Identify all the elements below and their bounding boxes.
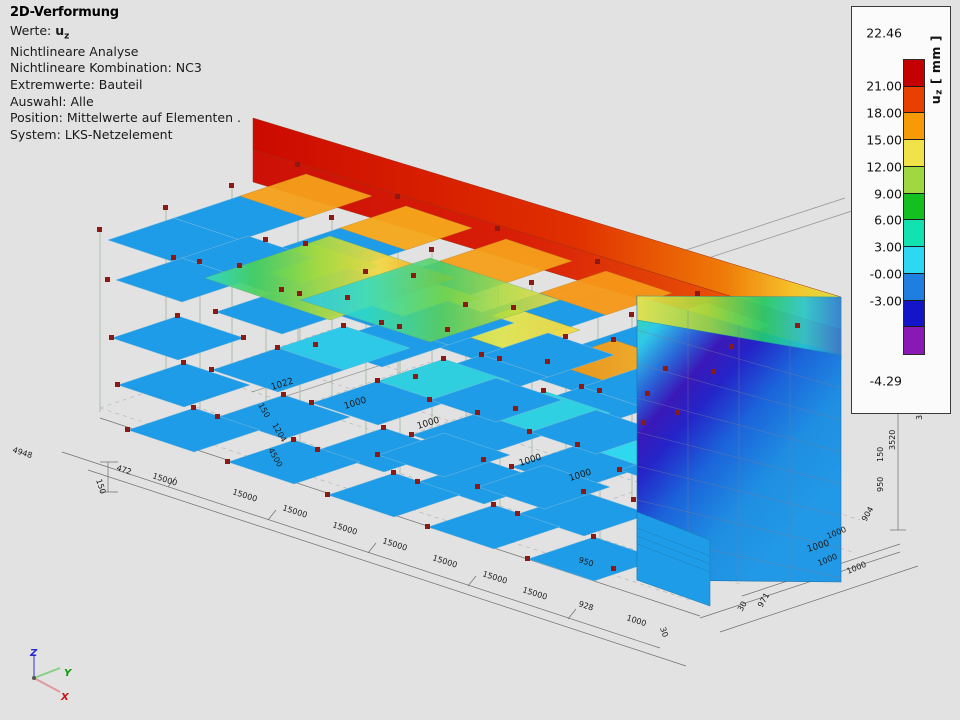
svg-text:971: 971 — [756, 591, 771, 609]
axis-triad: Z Y X — [20, 648, 90, 712]
axis-label-z: Z — [30, 648, 38, 659]
legend-tick-7: 3.00 — [874, 239, 902, 255]
svg-text:1000: 1000 — [625, 613, 647, 628]
mid-deformation-strip — [204, 235, 561, 343]
colour-scale-legend[interactable]: 22.46 21.00 18.00 15.00 12.00 9.00 6.00 3.00 -0.… — [851, 6, 951, 414]
legend-unit-label: uz [ mm ] — [928, 35, 945, 105]
legend-band-3 — [904, 140, 924, 167]
info-row-analyse: Nichtlineare Analyse — [10, 44, 241, 61]
info-row-position: Position: Mittelwerte auf Elementen . — [10, 110, 241, 127]
svg-text:15000: 15000 — [381, 536, 408, 552]
svg-text:15000: 15000 — [231, 487, 258, 503]
legend-band-4 — [904, 166, 924, 194]
svg-text:950: 950 — [876, 477, 885, 492]
legend-tick-0: 22.46 — [866, 25, 902, 41]
svg-text:4948: 4948 — [11, 445, 33, 460]
legend-tick-1: 21.00 — [866, 78, 902, 94]
legend-tick-3: 15.00 — [866, 132, 902, 148]
result-info-block: 2D-Verformung Werte: uz Nichtlineare Ana… — [10, 4, 241, 144]
svg-text:30: 30 — [658, 626, 670, 638]
info-row-kombination: Nichtlineare Kombination: NC3 — [10, 60, 241, 77]
svg-text:15000: 15000 — [521, 585, 548, 601]
axis-label-x: X — [61, 692, 69, 703]
svg-text:15000: 15000 — [281, 503, 308, 519]
legend-band-8 — [904, 273, 924, 301]
info-key-werte: Werte: — [10, 23, 52, 39]
legend-band-6 — [904, 220, 924, 248]
info-key-analyse: Nichtlineare Analyse — [10, 43, 139, 59]
svg-text:15000: 15000 — [481, 569, 508, 585]
info-value-system: LKS-Netzelement — [64, 126, 173, 142]
info-key-position: Position: — [10, 110, 63, 126]
svg-text:150: 150 — [876, 447, 885, 462]
svg-text:15000: 15000 — [431, 553, 458, 569]
legend-band-0 — [904, 60, 924, 87]
svg-text:150: 150 — [94, 478, 107, 495]
axis-label-y: Y — [64, 668, 72, 679]
legend-band-9 — [904, 300, 924, 328]
info-value-uz: uz — [55, 23, 70, 42]
svg-text:472: 472 — [115, 463, 132, 476]
result-title: 2D-Verformung — [10, 5, 119, 20]
storey-1-slabs — [127, 407, 661, 582]
legend-tick-6: 6.00 — [874, 212, 902, 228]
info-key-extremwerte: Extremwerte: — [10, 77, 95, 92]
legend-band-10 — [904, 327, 924, 354]
info-row-auswahl: Auswahl: Alle — [10, 94, 241, 111]
end-wall-deformed — [636, 295, 842, 607]
svg-text:928: 928 — [577, 599, 594, 612]
legend-band-5 — [904, 193, 924, 221]
info-value-kombination: NC3 — [175, 60, 202, 76]
legend-tick-labels: 22.46 21.00 18.00 15.00 12.00 9.00 6.00 3.00 -0.… — [856, 7, 902, 413]
svg-text:15000: 15000 — [331, 520, 358, 536]
info-row-extremwerte: Extremwerte: Bauteil — [10, 77, 241, 94]
info-row-system: System: LKS-Netzelement — [10, 127, 241, 144]
svg-text:950: 950 — [577, 555, 594, 568]
info-value-auswahl: Alle — [70, 93, 94, 109]
info-key-kombination: Nichtlineare Kombination: — [10, 60, 172, 76]
info-key-system: System: — [10, 126, 61, 142]
legend-colour-bar[interactable] — [903, 59, 925, 355]
structural-nodes — [97, 162, 800, 571]
legend-tick-5: 9.00 — [874, 186, 902, 202]
svg-text:30: 30 — [736, 600, 749, 613]
legend-band-7 — [904, 247, 924, 274]
legend-tick-4: 12.00 — [866, 159, 902, 175]
legend-tick-9: -3.00 — [869, 293, 902, 309]
svg-text:15000: 15000 — [151, 471, 178, 487]
legend-tick-8: -0.00 — [869, 266, 902, 282]
info-key-auswahl: Auswahl: — [10, 93, 67, 109]
info-value-position: Mittelwerte auf Elementen . — [66, 110, 241, 126]
svg-text:1000: 1000 — [845, 560, 867, 576]
legend-band-2 — [904, 113, 924, 141]
legend-tick-2: 18.00 — [866, 105, 902, 121]
legend-tick-10: -4.29 — [869, 373, 902, 389]
info-row-werte: Werte: uz — [10, 23, 241, 43]
svg-text:3520: 3520 — [888, 430, 897, 450]
info-value-extremwerte: Bauteil — [98, 77, 143, 92]
svg-text:904: 904 — [860, 505, 875, 523]
legend-band-1 — [904, 86, 924, 114]
